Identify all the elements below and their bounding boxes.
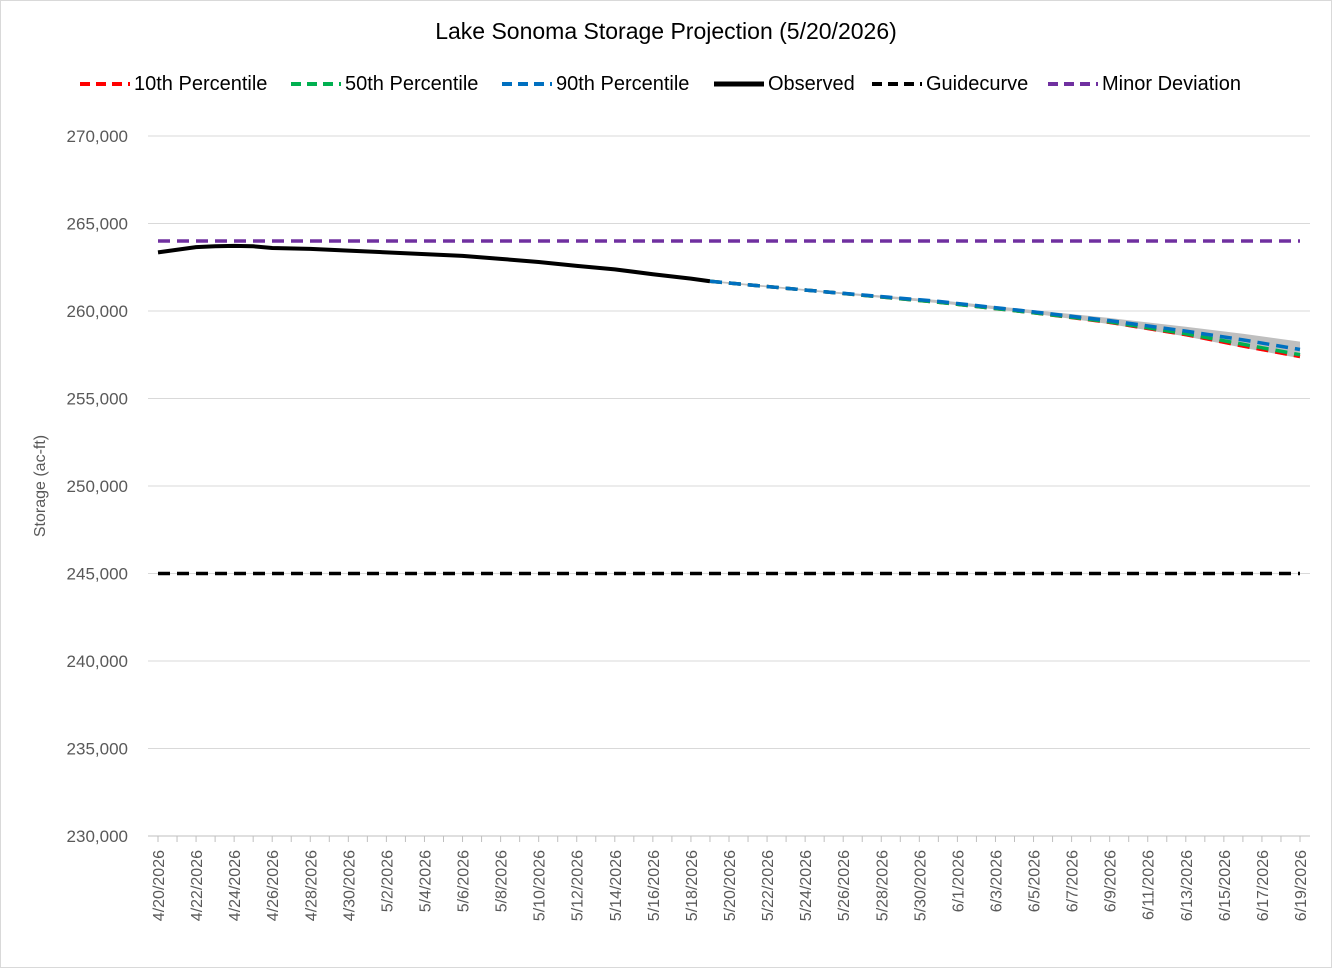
y-tick-label: 240,000 — [67, 652, 128, 671]
chart-title: Lake Sonoma Storage Projection (5/20/202… — [435, 18, 897, 44]
legend-item-minor-deviation: Minor Deviation — [1046, 70, 1241, 98]
series-line-90th-percentile — [709, 279, 1301, 352]
x-tick-label: 4/30/2026 — [341, 850, 358, 921]
y-tick-label: 270,000 — [67, 127, 128, 146]
legend-item-guidecurve: Guidecurve — [870, 70, 1028, 98]
series-line-observed — [157, 243, 711, 284]
legend-swatch-guidecurve — [872, 82, 922, 86]
x-tick-label: 5/30/2026 — [912, 850, 929, 921]
x-tick-label: 6/13/2026 — [1179, 850, 1196, 921]
legend-label-guidecurve: Guidecurve — [926, 72, 1029, 95]
legend-item-10th-percentile: 10th Percentile — [78, 70, 267, 98]
x-tick-label: 4/28/2026 — [303, 850, 320, 921]
x-tick-label: 5/24/2026 — [798, 850, 815, 921]
legend-item-observed: Observed — [712, 70, 855, 98]
legend-item-90th-percentile: 90th Percentile — [500, 70, 689, 98]
x-tick-label: 5/28/2026 — [874, 850, 891, 921]
x-tick-label: 6/5/2026 — [1027, 850, 1044, 912]
x-tick-label: 6/9/2026 — [1103, 850, 1120, 912]
x-tick-label: 4/26/2026 — [265, 850, 282, 921]
x-tick-label: 4/20/2026 — [151, 850, 168, 921]
x-tick-label: 6/19/2026 — [1293, 850, 1310, 921]
legend-swatch-50th-percentile — [291, 82, 341, 86]
x-tick-label: 6/11/2026 — [1141, 850, 1158, 920]
x-tick-label: 5/16/2026 — [646, 850, 663, 921]
legend-label-90th-percentile: 90th Percentile — [556, 72, 690, 95]
y-tick-label: 230,000 — [67, 827, 128, 846]
x-tick-label: 6/17/2026 — [1255, 850, 1272, 921]
x-tick-label: 4/22/2026 — [189, 850, 206, 921]
x-tick-label: 6/15/2026 — [1217, 850, 1234, 921]
y-tick-label: 255,000 — [67, 390, 128, 409]
y-axis-label: Storage (ac-ft) — [32, 435, 49, 537]
legend-item-50th-percentile: 50th Percentile — [289, 70, 478, 98]
x-tick-label: 5/26/2026 — [836, 850, 853, 921]
legend-swatch-10th-percentile — [80, 82, 130, 86]
legend-label-minor-deviation: Minor Deviation — [1102, 72, 1241, 95]
x-tick-label: 5/2/2026 — [379, 850, 396, 912]
x-tick-label: 5/12/2026 — [570, 850, 587, 921]
legend-label-observed: Observed — [768, 72, 855, 95]
series-line-10th-percentile — [709, 279, 1301, 359]
y-tick-label: 265,000 — [67, 215, 128, 234]
legend-label-10th-percentile: 10th Percentile — [134, 72, 268, 95]
legend-swatch-minor-deviation — [1048, 82, 1098, 86]
x-tick-label: 6/7/2026 — [1065, 850, 1082, 912]
x-tick-label: 5/22/2026 — [760, 850, 777, 921]
x-tick-label: 5/8/2026 — [494, 850, 511, 912]
x-tick-label: 6/1/2026 — [950, 850, 967, 912]
y-tick-label: 260,000 — [67, 302, 128, 321]
legend-label-50th-percentile: 50th Percentile — [345, 72, 479, 95]
y-tick-label: 245,000 — [67, 565, 128, 584]
x-tick-label: 5/4/2026 — [417, 850, 434, 912]
legend: 10th Percentile 50th Percentile 90th Per… — [0, 70, 1332, 98]
x-tick-label: 5/18/2026 — [684, 850, 701, 921]
x-tick-label: 5/6/2026 — [456, 850, 473, 912]
x-tick-label: 5/14/2026 — [608, 850, 625, 921]
legend-swatch-observed — [714, 81, 764, 87]
series-line-50th-percentile — [709, 279, 1301, 357]
x-tick-label: 4/24/2026 — [227, 850, 244, 921]
y-tick-label: 250,000 — [67, 477, 128, 496]
x-tick-label: 5/20/2026 — [722, 850, 739, 921]
legend-swatch-90th-percentile — [502, 82, 552, 86]
x-tick-label: 6/3/2026 — [988, 850, 1005, 912]
x-tick-label: 5/10/2026 — [532, 850, 549, 921]
y-tick-label: 235,000 — [67, 740, 128, 759]
forecast-band — [709, 280, 1300, 359]
